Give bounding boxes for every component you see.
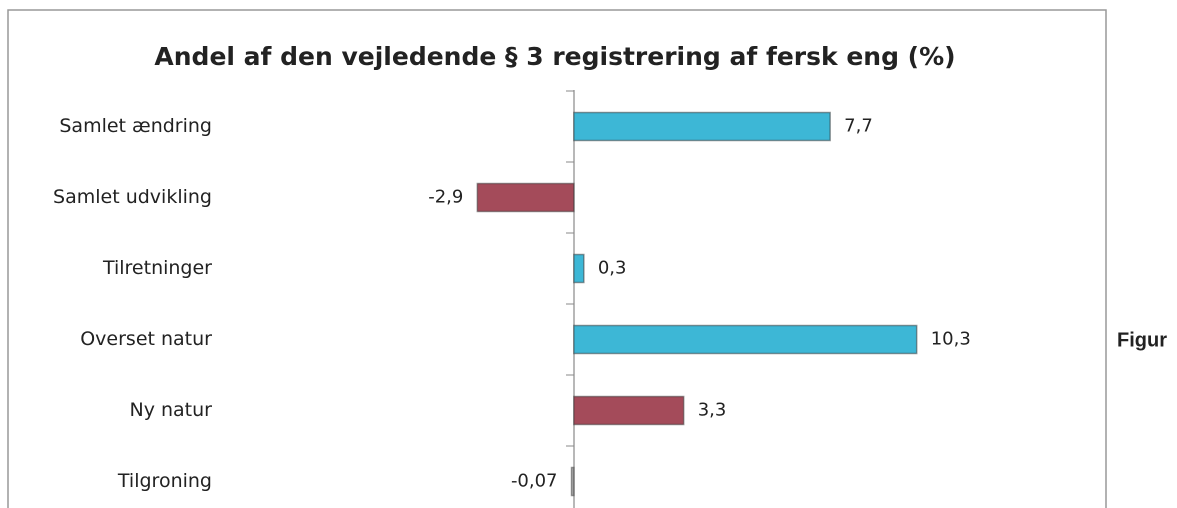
value-label: 10,3 xyxy=(931,329,971,350)
bar xyxy=(570,466,575,497)
value-label: -2,9 xyxy=(428,187,463,208)
side-text: Figur xyxy=(1117,329,1167,351)
category-label: Samlet ændring xyxy=(59,115,212,137)
bar xyxy=(476,182,575,213)
category-label: Tilgroning xyxy=(117,470,212,492)
value-label: 0,3 xyxy=(598,258,627,279)
value-label: -0,07 xyxy=(511,471,558,492)
value-label: 7,7 xyxy=(844,116,873,137)
category-label: Tilretninger xyxy=(102,257,212,279)
bar xyxy=(573,253,585,284)
chart-frame xyxy=(7,9,1107,508)
bar xyxy=(573,111,831,142)
category-label: Ny natur xyxy=(130,399,213,421)
value-label: 3,3 xyxy=(698,400,727,421)
category-label: Overset natur xyxy=(80,328,212,350)
bar xyxy=(573,395,685,426)
category-label: Samlet udvikling xyxy=(53,186,212,208)
bar xyxy=(573,324,918,355)
chart-title: Andel af den vejledende § 3 registrering… xyxy=(154,42,955,71)
